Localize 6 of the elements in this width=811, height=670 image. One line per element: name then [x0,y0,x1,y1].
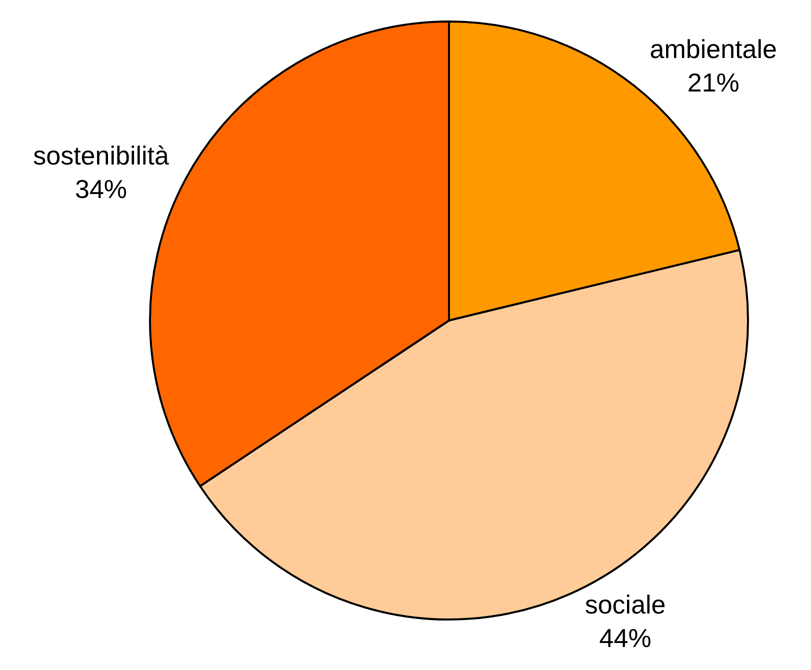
data-label: 34% [75,174,128,204]
data-label: 44% [599,623,652,654]
slice-label: sociale [584,589,666,620]
slice-label: ambientale [650,34,777,64]
data-label: 21% [687,68,740,98]
slice-label: sostenibilità [33,140,170,170]
